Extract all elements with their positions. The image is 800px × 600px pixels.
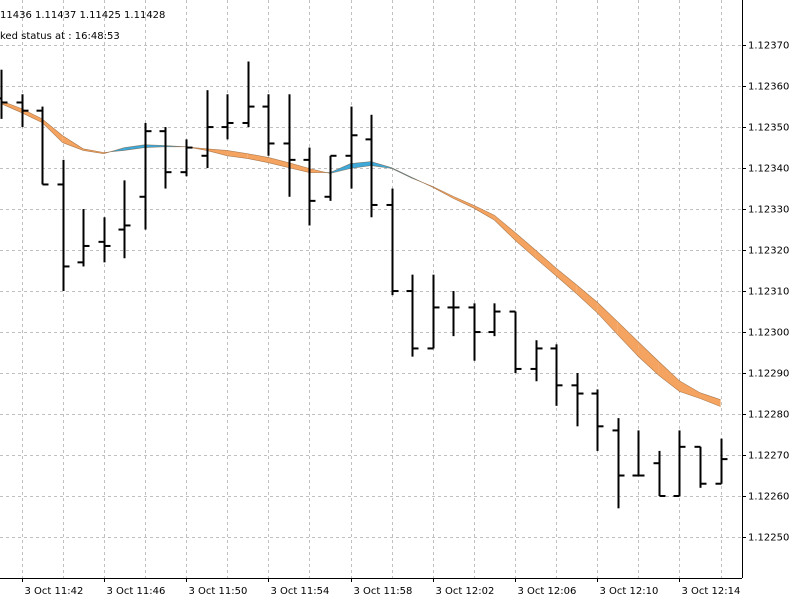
cloud-fill (288, 162, 310, 173)
x-tick-label: 3 Oct 12:02 (436, 586, 495, 597)
x-tick-label: 3 Oct 12:14 (682, 586, 741, 597)
y-tick-label: 1.12290 (748, 369, 789, 380)
cloud-fill (556, 268, 577, 294)
cloud-fill (227, 150, 248, 159)
cloud-fill (515, 232, 536, 259)
cloud-fill (658, 361, 680, 392)
y-tick-label: 1.12370 (748, 41, 789, 52)
info-line: ked status at : 16:48:53 (0, 31, 120, 42)
cloud-fill (473, 205, 495, 221)
cloud-fill (62, 135, 84, 151)
y-tick-label: 1.12280 (748, 410, 789, 421)
cloud-fill (638, 341, 659, 376)
x-tick-label: 3 Oct 11:50 (189, 586, 248, 597)
x-tick-label: 3 Oct 12:10 (600, 586, 659, 597)
grid (0, 0, 742, 578)
cloud-fill (617, 321, 639, 357)
y-tick-label: 1.12360 (748, 82, 789, 93)
cloud-fill (679, 380, 701, 399)
x-tick-label: 3 Oct 11:42 (25, 586, 84, 597)
y-tick-label: 1.12350 (748, 123, 789, 134)
info-line: 11436 1.11437 1.11425 1.11428 (0, 10, 165, 21)
cloud-fill (247, 153, 269, 163)
x-tick-label: 3 Oct 11:54 (271, 586, 330, 597)
cloud-fill (576, 284, 598, 313)
cloud-fill (700, 392, 721, 407)
cloud-fill (206, 148, 228, 156)
cloud-fill (268, 157, 289, 168)
cloud-fill (535, 250, 557, 276)
cloud-fill (494, 215, 515, 241)
cloud-fill (1, 100, 22, 113)
cloud-fill (453, 196, 474, 209)
x-tick-label: 3 Oct 12:06 (518, 586, 577, 597)
y-tick-label: 1.12340 (748, 164, 789, 175)
x-tick-label: 3 Oct 11:58 (354, 586, 413, 597)
y-tick-label: 1.12250 (748, 533, 789, 544)
y-tick-label: 1.12320 (748, 246, 789, 257)
y-tick-label: 1.12300 (748, 328, 789, 339)
cloud-fill (42, 118, 63, 143)
cloud-fill (597, 302, 618, 335)
y-tick-label: 1.12260 (748, 492, 789, 503)
plot-area (0, 61, 728, 509)
axes: 1.12370 1.12360 1.12350 1.12340 1.12330 1.123… (22, 41, 789, 597)
y-tick-label: 1.12270 (748, 451, 789, 462)
cloud-fill (124, 144, 145, 151)
cloud-fill (21, 108, 43, 123)
y-tick-label: 1.12310 (748, 287, 789, 298)
band-line (0, 100, 721, 400)
x-tick-label: 3 Oct 11:46 (107, 586, 166, 597)
band-line (0, 103, 721, 407)
y-tick-label: 1.12330 (748, 205, 789, 216)
